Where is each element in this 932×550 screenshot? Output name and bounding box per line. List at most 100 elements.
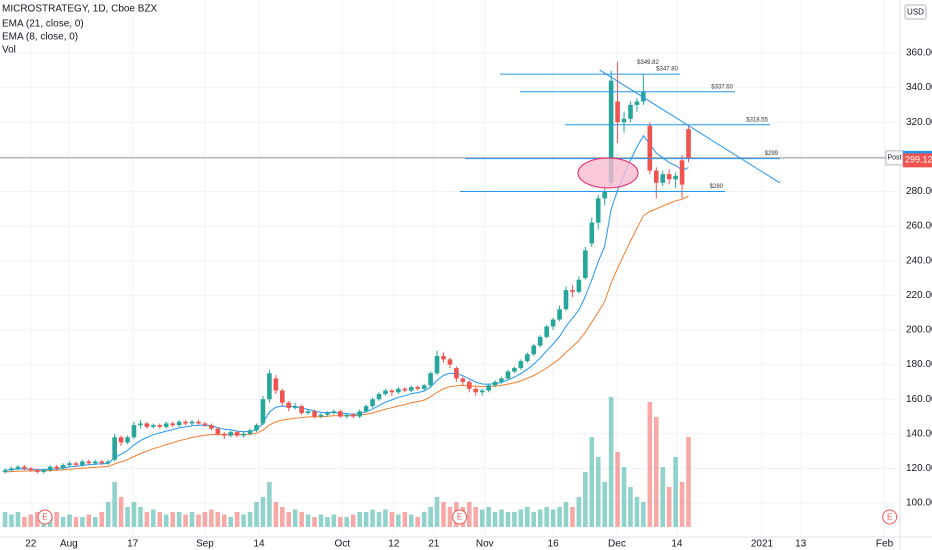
volume-bar	[112, 482, 117, 527]
y-tick-label: 180.00	[906, 359, 932, 370]
volume-bar	[428, 507, 433, 527]
candle-body	[396, 388, 401, 393]
earnings-label: E	[42, 513, 47, 522]
volume-bar	[621, 467, 627, 527]
currency[interactable]: USD	[907, 8, 924, 17]
volume-bar	[99, 512, 105, 527]
volume-bar	[15, 512, 21, 527]
y-tick-label: 340.00	[906, 82, 932, 93]
legend-entry: EMA (8, close, 0)	[2, 32, 78, 43]
volume-bar	[34, 512, 40, 527]
volume-bar	[402, 512, 408, 527]
volume-bar	[415, 517, 420, 527]
candle-body	[260, 399, 266, 424]
candle-body	[576, 279, 582, 292]
y-tick-label: 240.00	[906, 255, 932, 266]
level-label: $337.60	[711, 84, 733, 90]
volume-bar	[531, 512, 537, 527]
y-tick-label: 200.00	[906, 325, 932, 336]
y-tick-label: 100.00	[906, 498, 932, 509]
volume-bar	[492, 512, 498, 527]
candle-body	[370, 399, 375, 407]
volume-bar	[325, 517, 330, 527]
candle-body	[660, 174, 666, 183]
candle-body	[41, 470, 47, 472]
candle-body	[525, 354, 530, 362]
candle-body	[421, 385, 427, 389]
candle-body	[595, 198, 601, 223]
candle-body	[176, 421, 182, 426]
earnings-marker	[882, 509, 898, 525]
candle-body	[86, 461, 92, 464]
candle-body	[570, 290, 575, 292]
candle-body	[183, 421, 188, 424]
volume-bar	[312, 517, 317, 527]
candle-body	[60, 464, 66, 469]
candle-body	[93, 461, 98, 464]
x-tick-label: Nov	[476, 539, 494, 550]
x-tick-label: 14	[254, 539, 266, 550]
highlight-ellipse	[577, 157, 639, 189]
candle-body	[170, 423, 175, 426]
volume-bar	[318, 514, 324, 527]
candle-body	[518, 361, 524, 369]
candle-body	[125, 437, 130, 443]
volume-bar	[570, 507, 575, 527]
volume-bar	[170, 512, 175, 527]
candle-body	[279, 390, 285, 403]
volume-bar	[479, 509, 485, 527]
candle-body	[363, 406, 369, 412]
candle-body	[151, 425, 156, 427]
candle-body	[209, 425, 214, 429]
volume-bar	[157, 512, 163, 527]
volume-bar	[421, 512, 427, 527]
volume-bar	[299, 512, 304, 527]
candle-body	[157, 425, 163, 427]
volume-bar	[634, 497, 640, 527]
x-tick-label: 17	[127, 539, 139, 550]
volume-bar	[131, 502, 137, 527]
candle-body	[305, 411, 311, 414]
candle-body	[202, 423, 208, 426]
candle-body	[350, 414, 356, 417]
volume-bar	[279, 507, 285, 527]
candle-body	[234, 432, 240, 436]
candle-body	[299, 406, 304, 414]
volume-bar	[486, 507, 491, 527]
candle-body	[454, 368, 459, 379]
candle-body	[325, 413, 330, 415]
volume-bar	[93, 517, 98, 527]
earnings-marker	[452, 509, 468, 525]
candle-body	[286, 402, 292, 408]
volume-bar	[151, 509, 156, 527]
volume-bar	[602, 482, 607, 527]
y-tick-label: 160.00	[906, 394, 932, 405]
volume-bar	[105, 502, 111, 527]
volume-bar	[595, 457, 601, 527]
volume-bar	[350, 514, 356, 527]
volume-bar	[267, 482, 272, 527]
earnings-label: E	[887, 513, 892, 522]
x-tick-label: 16	[548, 539, 560, 550]
candle-body	[647, 125, 653, 171]
candle-body	[221, 433, 227, 436]
volume-bar	[499, 509, 504, 527]
volume-bar	[434, 497, 440, 527]
candle-body	[653, 170, 659, 183]
volume-bar	[73, 517, 79, 527]
x-tick-label: Aug	[60, 539, 78, 550]
candle-body	[492, 381, 498, 386]
volume-bar	[641, 502, 646, 527]
candle-body	[641, 91, 646, 102]
currency-box[interactable]	[904, 4, 927, 20]
volume-bar	[660, 467, 666, 527]
candle-body	[28, 468, 34, 471]
volume-bar	[466, 502, 472, 527]
candle-body	[447, 359, 453, 365]
volume-bar	[537, 509, 543, 527]
candle-body	[537, 336, 543, 346]
volume-bar	[86, 514, 92, 527]
volume-bar	[686, 437, 691, 527]
candle-body	[112, 437, 117, 460]
volume-bar	[673, 457, 678, 527]
